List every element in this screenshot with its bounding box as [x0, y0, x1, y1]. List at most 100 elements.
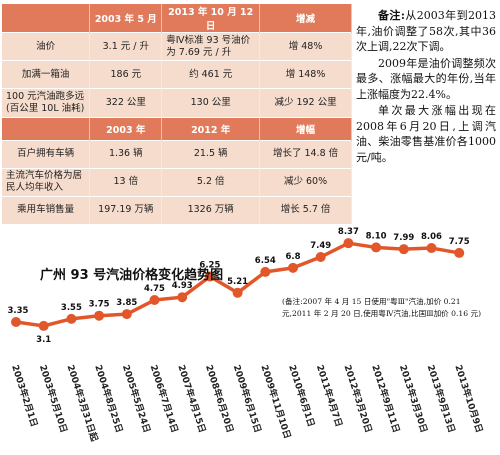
x-tick-label: 2012年3月20日 [342, 363, 375, 434]
data-label: 7.99 [393, 233, 414, 243]
table-cell: 186 元 [89, 60, 163, 89]
table-cell: 主流汽车价格为居民人均年收入 [2, 167, 91, 196]
fuel-cost-table: 2003 年 5 月 2013 年 10 月 12 日 增减 油价 3.1 元 … [2, 4, 352, 117]
table-cell: 减少 60% [259, 167, 352, 196]
data-point [232, 287, 243, 298]
table-cell: 5.2 倍 [161, 167, 261, 196]
table-cell: 百户拥有车辆 [2, 139, 91, 168]
data-label: 6.25 [199, 260, 220, 270]
note-paragraph: 单次最大涨幅出现在2008年6月20日,上调汽油、柴油零售基准价各1000元/吨… [356, 104, 496, 164]
data-label: 8.37 [338, 227, 359, 237]
table-cell: 加满一箱油 [2, 60, 91, 89]
x-tick-label: 2003年2月1日 [9, 363, 40, 428]
table-row: 加满一箱油 186 元 约 461 元 增 148% [2, 60, 352, 89]
table-row: 油价 3.1 元 / 升 粤Ⅳ标准 93 号油价为 7.69 元 / 升 增 4… [2, 32, 352, 61]
table-cell: 增长了 14.8 倍 [259, 139, 352, 168]
data-point [426, 243, 437, 254]
table-cell: 322 公里 [89, 88, 163, 117]
table-header [2, 4, 91, 33]
table-cell: 增 148% [259, 60, 352, 89]
table-cell: 减少 192 公里 [259, 88, 352, 117]
data-point [343, 238, 354, 249]
data-point [371, 242, 382, 253]
data-point [38, 320, 49, 331]
table-cell: 油价 [2, 32, 91, 61]
data-label: 5.21 [227, 277, 248, 287]
x-tick-label: 2013年3月30日 [397, 363, 430, 434]
x-tick-label: 2007年4月15日 [175, 363, 208, 434]
data-point [288, 262, 298, 273]
table-header: 增减 [259, 4, 352, 33]
table-cell: 130 公里 [161, 88, 261, 117]
data-label: 3.85 [116, 298, 137, 308]
data-label: 3.35 [8, 306, 29, 316]
data-point [11, 317, 21, 327]
table-header: 2003 年 [89, 118, 163, 140]
data-label: 7.49 [310, 241, 331, 251]
table-cell: 约 461 元 [161, 60, 261, 89]
chart-title: 广州 93 号汽油价格变化趋势图 [40, 268, 224, 283]
table-header: 2013 年 10 月 12 日 [161, 4, 261, 33]
x-tick-label: 2006年7月14日 [148, 363, 181, 434]
table-cell: 1326 万辆 [161, 195, 261, 224]
data-label: 3.75 [89, 300, 110, 310]
x-tick-label: 2005年5月24日 [120, 363, 153, 434]
data-point [66, 313, 77, 324]
table-cell: 197.19 万辆 [89, 195, 163, 224]
table-cell: 13 倍 [89, 167, 163, 196]
x-tick-label: 2013年10月9日 [452, 363, 485, 434]
data-point [149, 295, 160, 306]
x-tick-label: 2013年9月13日 [425, 363, 458, 434]
data-label: 7.75 [449, 237, 470, 247]
data-label: 4.93 [172, 281, 193, 291]
table-cell: 1.36 辆 [89, 139, 163, 168]
data-point [454, 247, 465, 258]
table-header: 2003 年 5 月 [89, 4, 163, 33]
note-paragraph: 2009年是油价调整频次最多、涨幅最大的年份,当年上涨幅度为22.4%。 [356, 56, 496, 101]
table-header-row: 2003 年 5 月 2013 年 10 月 12 日 增减 [2, 4, 352, 33]
table-header [2, 118, 91, 140]
table-row: 主流汽车价格为居民人均年收入 13 倍 5.2 倍 减少 60% [2, 167, 352, 196]
data-point [121, 309, 132, 320]
x-tick-label: 2012年9月11日 [369, 363, 402, 434]
table-cell: 3.1 元 / 升 [89, 32, 163, 61]
note-paragraph: 从2003年到2013年,油价调整了58次,其中36次上调,22次下调。 [356, 9, 496, 53]
data-point [260, 266, 271, 277]
table-row: 百户拥有车辆 1.36 辆 21.5 辆 增长了 14.8 倍 [2, 139, 352, 168]
table-cell: 粤Ⅳ标准 93 号油价为 7.69 元 / 升 [161, 32, 261, 61]
x-tick-label: 2008年6月20日 [203, 363, 236, 434]
table-row: 乘用车销售量 197.19 万辆 1326 万辆 增长 5.7 倍 [2, 195, 352, 224]
data-label: 3.1 [36, 335, 51, 345]
table-cell: 乘用车销售量 [2, 195, 91, 224]
x-tick-label: 2003年5月10日 [37, 363, 70, 434]
table-cell: 增长 5.7 倍 [259, 195, 352, 224]
data-point [398, 244, 409, 255]
note-label: 备注: [378, 9, 405, 22]
table-header-row: 2003 年 2012 年 增幅 [2, 118, 352, 140]
data-label: 8.06 [421, 232, 442, 242]
table-cell: 21.5 辆 [161, 139, 261, 168]
x-tick-label: 2009年6月15日 [231, 363, 264, 434]
data-point [177, 292, 188, 303]
x-tick-label: 2004年8月25日 [92, 363, 125, 434]
vehicle-stats-table: 2003 年 2012 年 增幅 百户拥有车辆 1.36 辆 21.5 辆 增长… [2, 118, 352, 224]
data-label: 3.55 [61, 303, 82, 313]
data-point [94, 310, 105, 321]
data-label: 4.75 [144, 284, 165, 294]
data-label: 8.10 [366, 231, 387, 241]
table-cell: 100 元汽油跑多远(百公里 10L 油耗) [2, 88, 91, 117]
table-header: 增幅 [259, 118, 352, 140]
data-label: 6.8 [285, 252, 300, 262]
data-point [204, 271, 215, 282]
x-tick-label: 2009年11月10日 [258, 363, 293, 440]
table-row: 100 元汽油跑多远(百公里 10L 油耗) 322 公里 130 公里 减少 … [2, 88, 352, 117]
table-header: 2012 年 [161, 118, 261, 140]
data-label: 6.54 [255, 256, 276, 266]
table-cell: 增 48% [259, 32, 352, 61]
x-tick-label: 2011年4月7日 [314, 363, 345, 428]
chart-note: (备注:2007 年 4 月 15 日使用"粤Ⅲ"汽油,加价 0.21 元,20… [282, 297, 482, 318]
x-tick-label: 2010年6月1日 [286, 363, 317, 428]
data-point [315, 252, 326, 263]
side-note: 备注:从2003年到2013年,油价调整了58次,其中36次上调,22次下调。 … [356, 8, 496, 166]
